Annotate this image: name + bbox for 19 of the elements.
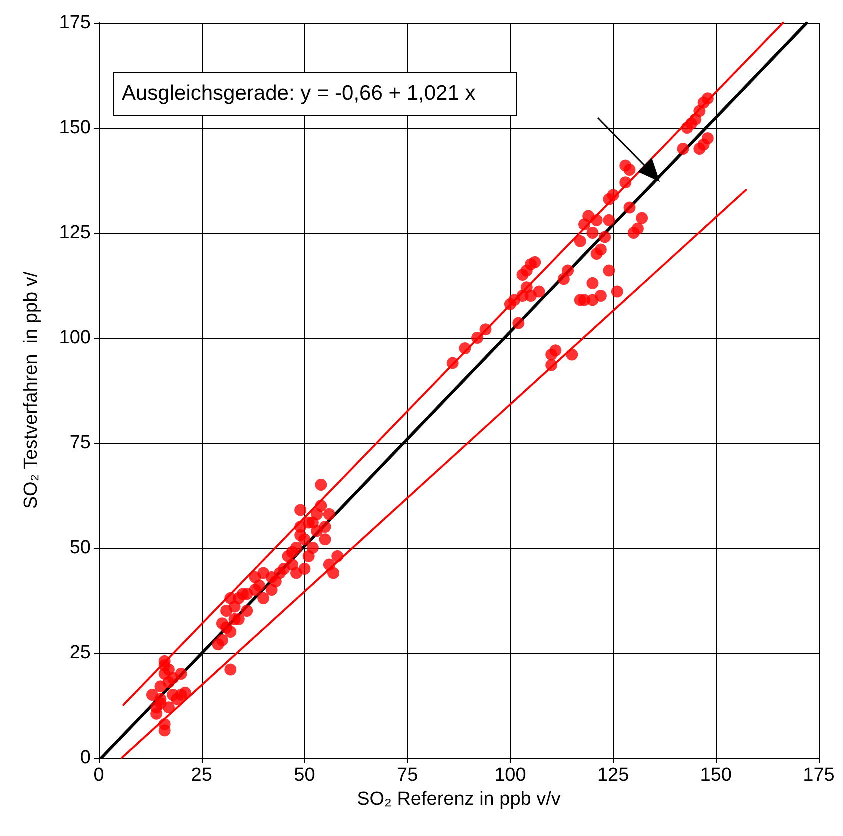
x-tick-label: 175 <box>803 765 835 786</box>
y-tick-label: 100 <box>59 328 91 348</box>
x-tick-label: 125 <box>597 765 630 786</box>
x-tick-label: 100 <box>494 765 526 786</box>
x-tick-label: 150 <box>700 765 732 786</box>
y-tick-label: 150 <box>59 118 91 138</box>
y-axis-title: SO₂ Testverfahren in ppb v/ <box>21 271 42 510</box>
x-tick-label: 50 <box>294 765 316 786</box>
y-tick-label: 25 <box>70 642 91 664</box>
x-axis-title: SO₂ Referenz in ppb v/v <box>357 788 562 810</box>
y-tick-label: 0 <box>80 748 91 768</box>
x-tick-label: 75 <box>397 765 418 786</box>
annotation: Ausgleichsgerade: y = -0,66 + 1,021 x <box>113 72 517 116</box>
y-tick-label: 175 <box>59 12 91 34</box>
x-tick-label: 0 <box>94 765 104 786</box>
y-tick-label: 50 <box>70 538 91 558</box>
x-tick-label: 25 <box>191 765 212 786</box>
y-tick-label: 75 <box>70 432 91 454</box>
y-tick-label: 125 <box>59 222 91 244</box>
